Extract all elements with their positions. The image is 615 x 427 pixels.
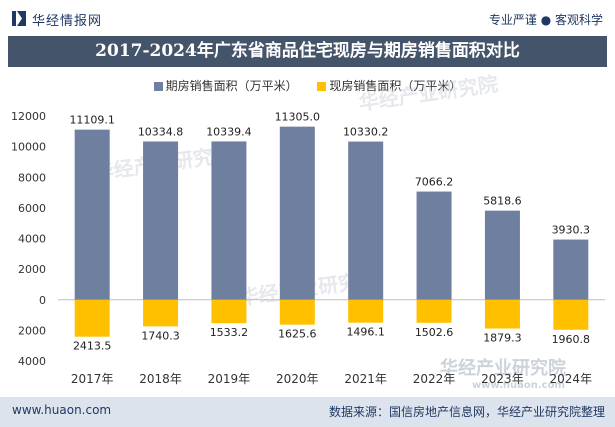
y-tick-label: 6000 [18,202,46,215]
y-tick-label: 2000 [18,263,46,276]
data-label-completed: 1502.6 [415,326,454,339]
legend-label-presale: 期房销售面积（万平米） [165,79,298,93]
data-label-presale: 10330.2 [343,126,389,139]
top-bar: 华经情报网 专业严谨 ● 客观科学 [0,0,615,36]
x-axis-labels: 2017年 2018年 2019年 2020年 2021年 2022年 2023年 2024年 [71,372,592,386]
x-tick-label: 2020年 [276,372,319,386]
legend-swatch-completed [317,82,327,91]
footer-site-url: www.huaon.com [12,403,112,417]
bar-presale [74,129,110,300]
data-label-completed: 1879.3 [483,332,522,345]
y-tick-label: 2000 [18,324,46,337]
data-labels: 11109.1 2413.5 10334.8 1740.3 10339.4 1533.2 1… [69,111,590,353]
watermark-url: www.huaon.com [472,380,565,391]
y-tick-label: 4000 [18,355,46,368]
bar-presale [143,141,179,300]
data-label-completed: 1740.3 [141,329,180,342]
legend-label-completed: 现房销售面积（万平米） [329,79,462,93]
bar-chart: 华经产业研究院华经产业研究院华经产业研究院华经产业研究院www.huaon.co… [11,72,605,391]
x-tick-label: 2019年 [208,372,251,386]
tagline: 专业严谨 ● 客观科学 [488,13,603,27]
x-tick-label: 2024年 [550,372,593,386]
x-tick-label: 2018年 [139,372,182,386]
bar-presale [416,191,452,300]
watermark-text: 华经产业研究院 [357,72,499,115]
y-tick-label: 12000 [11,110,46,123]
huajing-logo-icon [12,11,26,26]
data-label-presale: 11109.1 [69,114,115,127]
footer: www.huaon.com 数据来源：国信房地产信息网，华经产业研究院整理 [0,397,615,427]
bar-completed [553,299,589,330]
y-tick-label: 0 [39,294,46,307]
bars [74,126,589,337]
data-label-presale: 7066.2 [415,176,454,189]
bar-presale [484,210,520,300]
legend-item-presale: 期房销售面积（万平米） [153,77,298,94]
bar-presale [279,126,315,300]
bar-completed [279,299,315,325]
legend-swatch-presale [153,82,163,91]
bar-completed [211,299,247,324]
y-tick-label: 10000 [11,141,46,154]
chart-title: 2017-2024年广东省商品住宅现房与期房销售面积对比 [8,36,607,67]
watermark-text: 华经产业研究院 [440,357,566,379]
data-label-presale: 3930.3 [552,224,591,237]
bar-presale [553,239,589,300]
bar-presale [348,141,384,300]
data-label-completed: 1960.8 [552,333,591,346]
bar-completed [348,299,384,323]
bar-completed [74,299,110,337]
data-label-presale: 11305.0 [275,111,321,124]
x-tick-label: 2022年 [413,372,456,386]
data-label-completed: 2413.5 [73,340,112,353]
data-label-completed: 1496.1 [346,326,385,339]
legend-item-completed: 现房销售面积（万平米） [317,77,461,94]
bar-presale [211,141,247,300]
x-tick-label: 2017年 [71,372,114,386]
data-label-completed: 1625.6 [278,328,317,341]
data-label-completed: 1533.2 [210,326,249,339]
x-tick-label: 2023年 [481,372,524,386]
bar-completed [484,299,520,329]
data-label-presale: 10334.8 [138,125,184,138]
data-label-presale: 10339.4 [206,125,252,138]
data-source: 数据来源：国信房地产信息网，华经产业研究院整理 [328,405,605,419]
data-label-presale: 5818.6 [483,195,522,208]
x-tick-label: 2021年 [344,372,387,386]
bar-completed [143,299,179,327]
bar-completed [416,299,452,323]
brand-name: 华经情报网 [32,14,103,29]
y-tick-label: 4000 [18,233,46,246]
y-tick-label: 8000 [18,171,46,184]
legend: 期房销售面积（万平米） 现房销售面积（万平米） [0,77,615,94]
